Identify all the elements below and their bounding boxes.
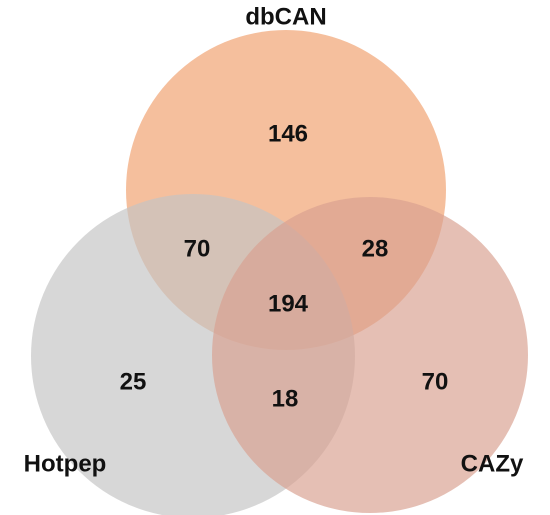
region-count: 70 — [184, 235, 211, 262]
region-count: 70 — [422, 368, 449, 395]
set-label: CAZy — [461, 450, 524, 477]
region-count: 25 — [120, 368, 147, 395]
region-count: 146 — [268, 120, 308, 147]
set-label: Hotpep — [24, 450, 107, 477]
set-label: dbCAN — [245, 3, 326, 30]
set-circle — [212, 197, 528, 513]
region-count: 28 — [362, 235, 389, 262]
region-count: 194 — [268, 290, 309, 317]
region-count: 18 — [272, 385, 299, 412]
